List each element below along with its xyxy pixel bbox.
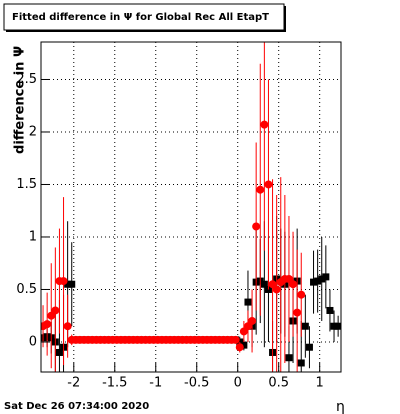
y-tick-label: 2.5: [16, 72, 37, 87]
chart-title: Fitted difference in Ψ for Global Rec Al…: [12, 12, 269, 23]
marker: [260, 120, 269, 129]
y-tick-label: 1: [29, 229, 37, 244]
y-axis-label: difference in Ψ: [13, 46, 28, 154]
marker: [64, 280, 72, 288]
marker: [322, 273, 330, 281]
marker: [59, 277, 68, 286]
footer: Sat Dec 26 07:34:00 2020: [4, 401, 149, 412]
marker: [330, 322, 338, 330]
x-tick-label: -2: [67, 376, 80, 391]
x-tick-label: -0.5: [184, 376, 209, 391]
marker: [289, 280, 298, 289]
axes: -2 -1.5 -1 -0.5 0 0.5 1 0 0.5 1 1.5 2 2.5: [16, 72, 324, 391]
marker: [297, 359, 305, 367]
marker: [272, 285, 281, 294]
marker: [235, 343, 244, 352]
marker: [314, 277, 322, 285]
marker: [43, 320, 52, 329]
marker: [326, 306, 334, 314]
x-tick-label: 1: [316, 376, 324, 391]
marker: [240, 341, 248, 349]
y-tick-label: 1.5: [16, 177, 37, 192]
marker: [285, 354, 293, 362]
y-tick-label: 0: [29, 334, 37, 349]
marker: [244, 298, 252, 306]
marker: [260, 280, 268, 288]
x-tick-label: -1: [149, 376, 162, 391]
marker: [334, 322, 341, 330]
x-tick-label: 0.5: [268, 376, 289, 391]
frame: [40, 41, 342, 373]
marker: [256, 185, 265, 194]
y-tick-label: 0.5: [16, 282, 37, 297]
marker: [231, 335, 240, 344]
plot-area: [41, 42, 341, 372]
x-tick-label: -1.5: [102, 376, 127, 391]
marker: [305, 343, 313, 351]
title-box: [3, 3, 285, 31]
marker: [252, 222, 261, 231]
y-tick-label: 2: [29, 124, 37, 139]
marker: [51, 306, 60, 315]
marker: [264, 180, 273, 189]
marker: [310, 278, 318, 286]
marker: [68, 280, 76, 288]
marker: [248, 316, 257, 325]
marker: [297, 290, 306, 299]
marker: [293, 308, 302, 317]
x-axis-label: η: [336, 399, 345, 414]
marker: [55, 348, 63, 356]
marker: [318, 275, 326, 283]
marker: [301, 322, 309, 330]
x-tick-label: 0: [234, 376, 242, 391]
marker: [63, 322, 72, 331]
